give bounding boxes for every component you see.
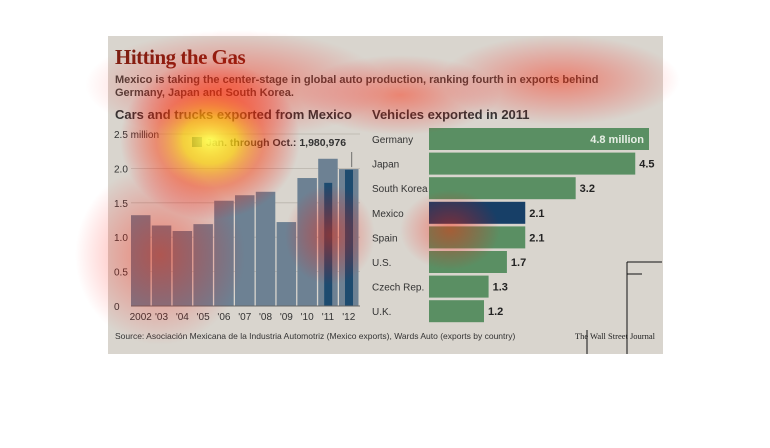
bar (429, 275, 489, 298)
bar (214, 200, 234, 306)
data-label: 1.7 (511, 257, 526, 269)
bar (429, 152, 636, 175)
data-label: 2.1 (529, 208, 544, 220)
country-label: Czech Rep. (372, 283, 424, 294)
bar (151, 225, 172, 306)
bar (429, 300, 484, 323)
country-label: South Korea (372, 184, 428, 195)
x-tick-label: 2002 (130, 312, 153, 323)
bar (276, 222, 297, 306)
x-tick-label: '05 (197, 312, 210, 323)
bar (255, 191, 276, 306)
y-tick-label: 1.5 (114, 199, 128, 210)
x-tick-label: '12 (342, 312, 355, 323)
x-tick-label: '08 (259, 312, 272, 323)
bar (297, 178, 317, 306)
x-tick-label: '11 (322, 312, 335, 323)
x-tick-label: '03 (155, 312, 168, 323)
right-chart-title: Vehicles exported in 2011 (372, 107, 530, 122)
country-label: Germany (372, 135, 413, 146)
country-label: Mexico (372, 209, 404, 220)
y-tick-label: 2.5 million (114, 130, 159, 141)
y-tick-label: 2.0 (114, 164, 128, 175)
bar (131, 215, 151, 306)
page-title: Hitting the Gas (115, 45, 246, 69)
data-label: 4.5 (639, 159, 654, 171)
y-tick-label: 0 (114, 302, 120, 313)
data-label: 2.1 (529, 232, 544, 244)
overlay-bar (345, 169, 353, 306)
data-label: 4.8 million (590, 134, 644, 146)
country-label: Spain (372, 233, 398, 244)
data-label: 3.2 (580, 183, 595, 195)
left-chart-title: Cars and trucks exported from Mexico (115, 107, 352, 122)
credit-line: The Wall Street Journal (574, 331, 655, 341)
infographic: Hitting the Gas Mexico is taking the cen… (108, 36, 663, 354)
bar (429, 201, 526, 224)
bar (193, 224, 213, 306)
mexico-exports-chart: 0 0.5 1.0 1.5 2.0 2.5 million 2002'03 '04 '05 '06… (114, 130, 360, 323)
country-label: U.S. (372, 258, 391, 269)
data-label: 1.2 (488, 306, 503, 318)
bar (429, 177, 576, 200)
x-tick-label: '07 (238, 312, 251, 323)
x-tick-label: '10 (301, 312, 314, 323)
country-label: Japan (372, 160, 399, 171)
bar (235, 195, 255, 306)
x-tick-label: '06 (217, 312, 230, 323)
y-tick-label: 0.5 (114, 268, 128, 279)
x-tick-label: '04 (176, 312, 189, 323)
overlay-bar (324, 182, 333, 306)
data-label: 1.3 (493, 282, 508, 294)
y-tick-label: 1.0 (114, 233, 128, 244)
source-note: Source: Asociación Mexicana de la Indust… (115, 331, 516, 341)
bar (172, 231, 193, 306)
bar (429, 226, 526, 249)
country-label: U.K. (372, 307, 391, 318)
country-exports-chart: Germany 4.8 million Japan 4.5 South Korea 3.2… (372, 128, 655, 323)
annotation-swatch (192, 137, 202, 147)
annotation-label: Jan. through Oct.: 1,980,976 (206, 137, 346, 149)
subtitle: Mexico is taking the center-stage in glo… (115, 74, 599, 99)
bar (429, 251, 507, 273)
x-tick-label: '09 (280, 312, 293, 323)
